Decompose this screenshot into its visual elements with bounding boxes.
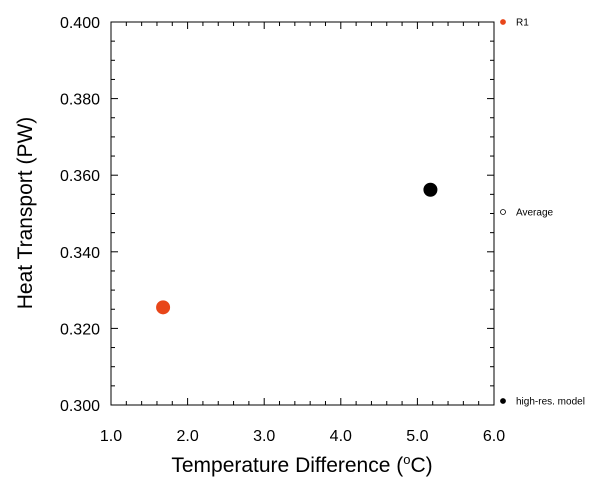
- legend-label: high-res. model: [516, 397, 585, 408]
- legend-label: R1: [516, 18, 529, 29]
- x-axis-title: Temperature Difference (oC): [171, 452, 432, 477]
- y-tick-label: 0.360: [60, 168, 100, 185]
- y-tick-label: 0.320: [60, 321, 100, 338]
- data-point: [156, 300, 171, 315]
- x-tick-label: 5.0: [406, 428, 428, 445]
- legend-marker: [500, 209, 506, 215]
- legend-marker: [500, 398, 506, 404]
- x-tick-label: 2.0: [176, 428, 198, 445]
- x-tick-label: 1.0: [100, 428, 122, 445]
- x-tick-label: 4.0: [330, 428, 352, 445]
- y-tick-label: 0.340: [60, 245, 100, 262]
- y-axis-title: Heat Transport (PW): [14, 117, 37, 310]
- data-point: [423, 182, 438, 197]
- plot-frame: [110, 21, 495, 406]
- y-tick-label: 0.400: [60, 15, 100, 32]
- legend-label: Average: [516, 208, 554, 219]
- axis-tick-labels: 1.0 2.0 3.0 4.0 5.0 6.0 0.300 0.320 0.340 0.360 0.…: [60, 15, 505, 445]
- legend-marker: [500, 19, 506, 25]
- y-tick-label: 0.380: [60, 92, 100, 109]
- legend: R1 Average high-res. model: [500, 18, 585, 408]
- axis-ticks: [110, 21, 495, 406]
- x-tick-label: 3.0: [253, 428, 275, 445]
- y-tick-label: 0.300: [60, 398, 100, 415]
- data-points: [156, 182, 438, 315]
- x-tick-label: 6.0: [483, 428, 505, 445]
